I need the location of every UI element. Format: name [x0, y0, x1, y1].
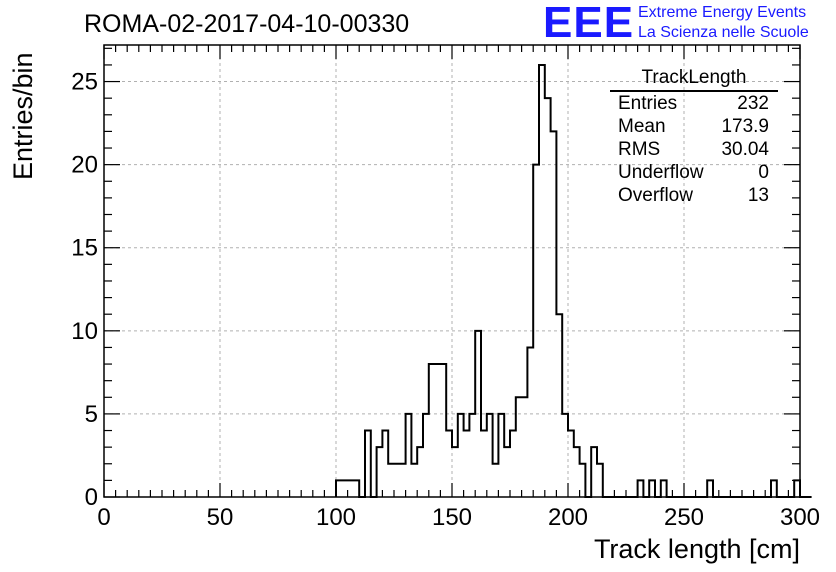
- x-tick-label: 250: [664, 504, 704, 531]
- histogram-series: [335, 63, 812, 498]
- y-tick-label: 10: [71, 318, 98, 345]
- x-axis-label: Track length [cm]: [594, 534, 800, 564]
- stats-label: RMS: [618, 139, 661, 160]
- grid-layer: [104, 45, 800, 497]
- x-tick-label: 0: [97, 504, 110, 531]
- stats-label: Mean: [618, 116, 666, 137]
- x-tick-label: 50: [207, 504, 234, 531]
- y-tick-label: 20: [71, 152, 98, 179]
- y-tick-label: 15: [71, 235, 98, 262]
- y-tick-label: 25: [71, 69, 98, 96]
- stats-title: TrackLength: [610, 66, 778, 92]
- stats-row-overflow: Overflow 13: [610, 184, 778, 207]
- stats-value: 173.9: [721, 116, 769, 137]
- eee-logo: EEE: [543, 0, 635, 47]
- stats-row-mean: Mean 173.9: [610, 115, 778, 138]
- stats-label: Overflow: [618, 185, 693, 206]
- x-tick-label: 150: [432, 504, 472, 531]
- stats-value: 232: [737, 93, 769, 114]
- stats-value: 30.04: [721, 139, 769, 160]
- ticks-layer: 0 50 100 150 200 250 300 0 5 10 15 20 25: [71, 45, 820, 531]
- stats-label: Entries: [618, 93, 678, 114]
- stats-row-rms: RMS 30.04: [610, 138, 778, 161]
- x-tick-label: 300: [780, 504, 820, 531]
- stats-value: 0: [758, 162, 769, 183]
- y-tick-label: 5: [85, 401, 98, 428]
- logo-subtitle-line2: La Scienza nelle Scuole: [638, 24, 809, 41]
- stats-row-underflow: Underflow 0: [610, 161, 778, 184]
- run-title: ROMA-02-2017-04-10-00330: [84, 10, 410, 38]
- stats-label: Underflow: [618, 162, 704, 183]
- y-axis-label: Entries/bin: [8, 52, 38, 180]
- x-tick-label: 200: [548, 504, 588, 531]
- x-tick-label: 100: [316, 504, 356, 531]
- stats-value: 13: [747, 185, 769, 206]
- y-tick-label: 0: [85, 484, 98, 511]
- stats-row-entries: Entries 232: [610, 92, 778, 115]
- logo-subtitle-line1: Extreme Energy Events: [638, 4, 807, 21]
- stats-box: TrackLength Entries 232 Mean 173.9 RMS 3…: [610, 66, 778, 207]
